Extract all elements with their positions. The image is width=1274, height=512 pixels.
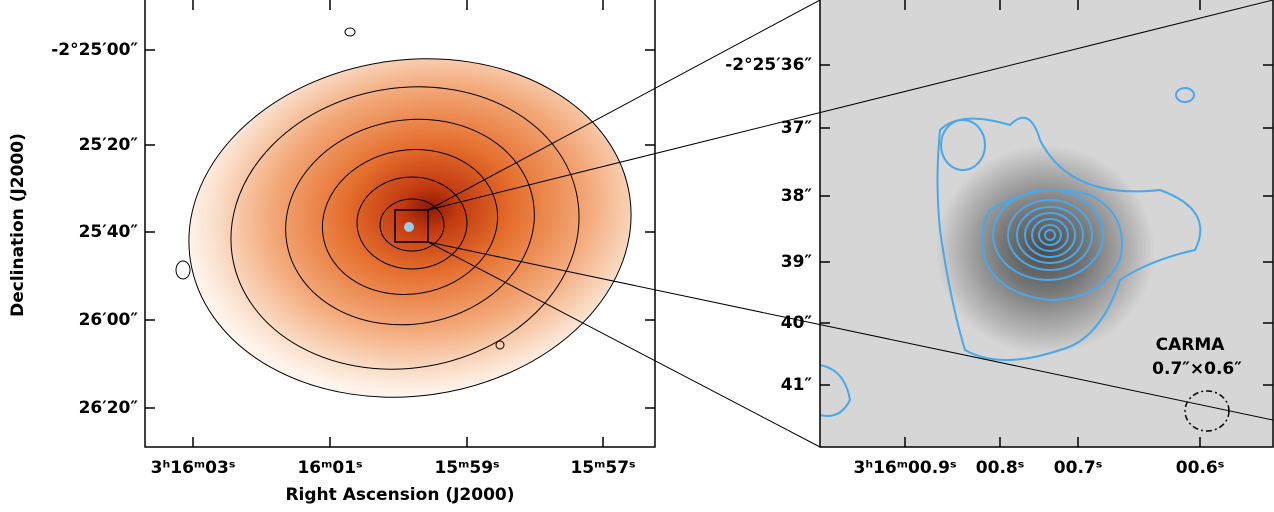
connector-lines xyxy=(427,0,1274,448)
y-axis-title: Declination (J2000) xyxy=(8,133,28,317)
y-tick-label: 37″ xyxy=(781,118,813,138)
right-image xyxy=(820,0,1273,447)
y-tick-label: 40″ xyxy=(781,313,813,333)
x-tick-label: 3ʰ16ᵐ00.9ˢ xyxy=(854,458,957,478)
y-tick-label: 25′40″ xyxy=(79,222,139,242)
left-frame xyxy=(144,0,656,448)
y-tick-label: 39″ xyxy=(781,252,813,272)
x-tick-label: 15ᵐ59ˢ xyxy=(434,458,499,478)
y-tick-label: -2°25′00″ xyxy=(51,40,138,60)
x-tick-label: 3ʰ16ᵐ03ˢ xyxy=(151,458,236,478)
annotation-instrument: CARMA xyxy=(1156,335,1226,355)
x-tick-label: 15ᵐ57ˢ xyxy=(570,458,635,478)
x-tick-label: 00.7ˢ xyxy=(1054,458,1102,478)
y-tick-label: 26′20″ xyxy=(79,398,139,418)
y-tick-label: 25′20″ xyxy=(79,135,139,155)
right-frame xyxy=(819,0,1274,448)
annotation-beam: 0.7″×0.6″ xyxy=(1152,359,1242,379)
y-tick-label: 26′00″ xyxy=(79,310,139,330)
x-tick-label: 00.8ˢ xyxy=(976,458,1024,478)
y-tick-label: 41″ xyxy=(781,375,813,395)
x-tick-label: 16ᵐ01ˢ xyxy=(297,458,362,478)
x-axis-title: Right Ascension (J2000) xyxy=(285,485,514,505)
y-tick-label: -2°25′36″ xyxy=(725,55,812,75)
left-image xyxy=(175,27,632,398)
x-tick-label: 00.6ˢ xyxy=(1176,458,1224,478)
y-tick-label: 38″ xyxy=(781,186,813,206)
